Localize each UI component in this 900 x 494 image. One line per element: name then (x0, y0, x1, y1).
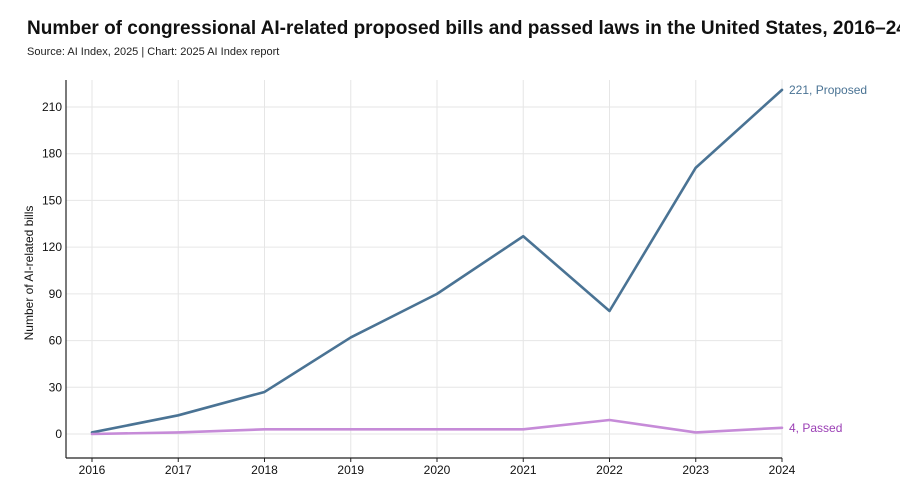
axes (65, 80, 783, 462)
x-tick-label: 2019 (337, 463, 364, 477)
chart-title: Number of congressional AI-related propo… (27, 18, 900, 39)
chart-source: Source: AI Index, 2025 | Chart: 2025 AI … (27, 46, 280, 58)
y-tick-label: 0 (55, 427, 62, 441)
y-tick-label: 60 (49, 334, 63, 348)
y-tick-label: 180 (42, 147, 62, 161)
x-tick-label: 2018 (251, 463, 278, 477)
y-tick-label: 30 (49, 380, 63, 394)
x-tick-label: 2021 (510, 463, 537, 477)
end-label-proposed: 221, Proposed (789, 83, 867, 97)
end-label-passed: 4, Passed (789, 421, 842, 435)
x-tick-label: 2023 (682, 463, 709, 477)
x-tick-label: 2017 (165, 463, 192, 477)
y-tick-label: 150 (42, 193, 62, 207)
x-tick-label: 2016 (79, 463, 106, 477)
grid-lines (66, 80, 783, 458)
y-axis-label: Number of AI-related bills (22, 206, 36, 341)
y-tick-label: 210 (42, 100, 62, 114)
x-tick-label: 2020 (424, 463, 451, 477)
labels: 0 30 60 90 120 150 180 210 2016 2017 2018 2019 2020 2… (22, 83, 867, 477)
series (90, 88, 784, 436)
y-tick-label: 90 (49, 287, 63, 301)
x-tick-label: 2022 (596, 463, 623, 477)
x-tick-label: 2024 (769, 463, 796, 477)
y-tick-label: 120 (42, 240, 62, 254)
